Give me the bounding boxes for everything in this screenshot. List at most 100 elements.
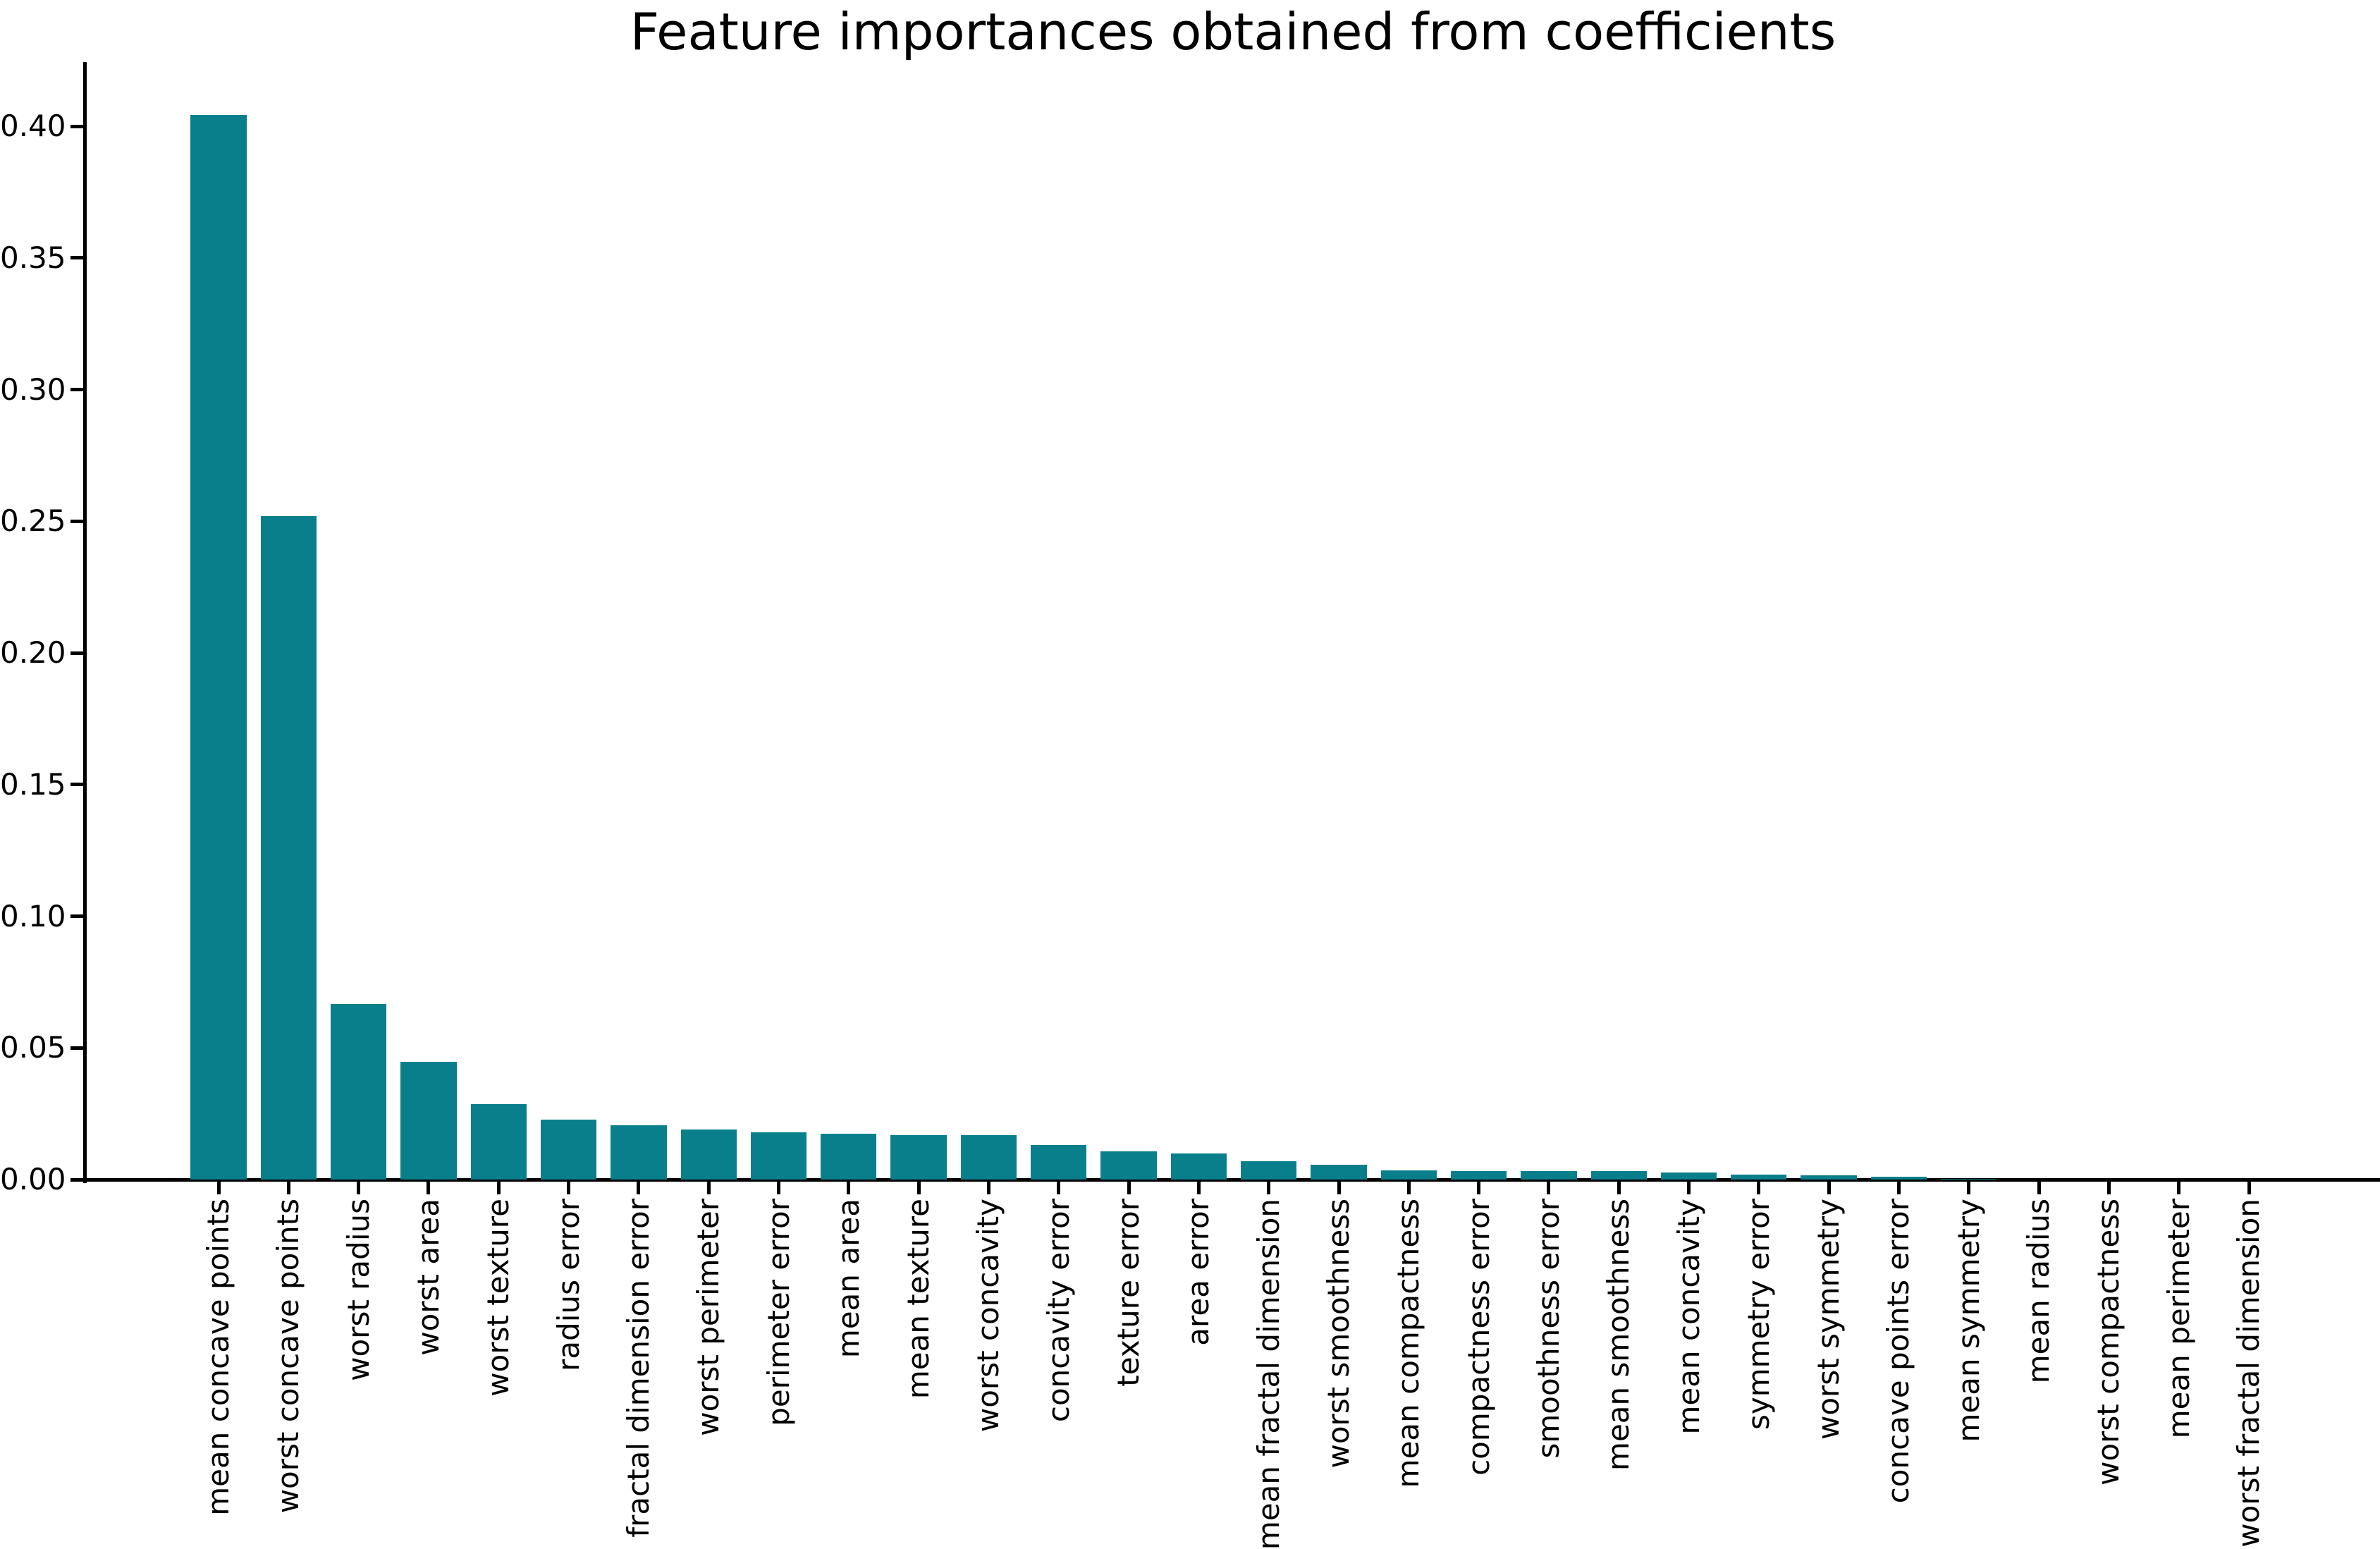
y-tick-mark [70,651,85,655]
x-tick-label: concave points error [1881,1199,1916,1504]
bar [1590,1171,1647,1180]
x-tick-label: mean area [830,1199,866,1359]
x-tick-mark [1057,1182,1061,1194]
x-tick-mark [777,1182,780,1194]
x-tick-label: symmetry error [1741,1199,1776,1431]
bar [1311,1165,1367,1180]
x-tick-mark [847,1182,851,1194]
x-tick-label: worst compactness [2091,1199,2126,1486]
x-tick-label: mean concave points [200,1199,235,1516]
x-tick-label: area error [1181,1199,1216,1346]
x-tick-mark [2037,1182,2041,1194]
y-tick-label: 0.05 [0,1030,66,1065]
x-tick-mark [1196,1182,1201,1194]
bar [1450,1171,1507,1180]
y-axis-spine [83,62,87,1183]
bar [1031,1145,1087,1180]
x-tick-mark [1127,1182,1131,1194]
bar [680,1129,737,1180]
x-tick-mark [1477,1182,1481,1194]
bar [1941,1179,1997,1180]
y-tick-label: 0.15 [0,766,66,802]
y-tick-mark [70,783,85,787]
y-tick-label: 0.35 [0,240,66,275]
x-tick-mark [1337,1182,1341,1194]
y-tick-label: 0.30 [0,372,66,407]
bar [611,1125,667,1180]
y-tick-mark [70,1177,85,1182]
x-tick-label: mean concavity [1671,1199,1706,1435]
y-tick-mark [70,519,85,523]
x-tick-label: worst concave points [271,1199,306,1514]
bar [540,1120,597,1180]
bar [960,1135,1017,1180]
x-tick-mark [1827,1182,1831,1194]
x-tick-mark [567,1182,570,1194]
x-tick-label: mean texture [901,1199,936,1400]
x-tick-label: texture error [1110,1199,1146,1387]
x-tick-mark [2177,1182,2181,1194]
x-tick-label: radius error [551,1199,586,1371]
x-tick-mark [286,1182,290,1194]
x-tick-mark [496,1182,501,1194]
bar [890,1135,947,1180]
y-tick-label: 0.20 [0,635,66,670]
x-tick-label: mean smoothness [1601,1199,1636,1471]
y-tick-label: 0.40 [0,109,66,143]
x-tick-mark [637,1182,641,1194]
x-tick-label: worst texture [481,1199,516,1397]
x-tick-label: worst area [410,1199,446,1356]
x-tick-mark [706,1182,711,1194]
y-tick-label: 0.25 [0,503,66,539]
x-tick-mark [1406,1182,1411,1194]
x-tick-mark [1896,1182,1901,1194]
x-tick-label: worst fractal dimension [2231,1199,2266,1548]
bar [750,1132,807,1180]
bar [1521,1171,1577,1180]
x-tick-mark [1967,1182,1971,1194]
y-tick-label: 0.00 [0,1162,66,1196]
bar [470,1104,527,1180]
bar [1380,1170,1437,1180]
x-tick-label: worst radius [341,1199,376,1381]
y-tick-mark [70,124,85,128]
y-tick-mark [70,1046,85,1050]
x-tick-label: worst concavity [971,1199,1006,1433]
bar [330,1004,387,1180]
x-tick-mark [427,1182,431,1194]
y-tick-label: 0.10 [0,898,66,933]
bar [1660,1173,1717,1180]
bar [1170,1153,1227,1180]
x-tick-mark [1757,1182,1761,1194]
bar [260,516,317,1180]
x-tick-label: perimeter error [761,1199,796,1426]
x-tick-label: smoothness error [1531,1199,1566,1459]
x-tick-label: concavity error [1041,1199,1076,1423]
y-tick-mark [70,914,85,918]
x-tick-label: mean compactness [1391,1199,1426,1488]
x-tick-mark [1687,1182,1691,1194]
bar [1241,1161,1297,1180]
x-tick-label: mean symmetry [1951,1199,1986,1443]
x-tick-label: mean radius [2021,1199,2056,1384]
x-tick-mark [986,1182,990,1194]
bar [1100,1151,1157,1180]
x-tick-mark [2106,1182,2111,1194]
x-tick-mark [1267,1182,1271,1194]
x-tick-mark [2247,1182,2251,1194]
bar [400,1062,457,1180]
y-tick-mark [70,388,85,391]
x-tick-mark [916,1182,921,1194]
bar [1731,1175,1787,1180]
x-tick-mark [1617,1182,1621,1194]
x-tick-label: mean fractal dimension [1251,1199,1286,1549]
bar [1870,1177,1927,1180]
bar [1801,1175,1857,1180]
x-tick-label: worst symmetry [1811,1199,1846,1440]
x-tick-mark [357,1182,361,1194]
x-tick-mark [1547,1182,1551,1194]
y-tick-mark [70,256,85,260]
x-tick-label: mean perimeter [2161,1199,2196,1439]
x-tick-mark [216,1182,221,1194]
